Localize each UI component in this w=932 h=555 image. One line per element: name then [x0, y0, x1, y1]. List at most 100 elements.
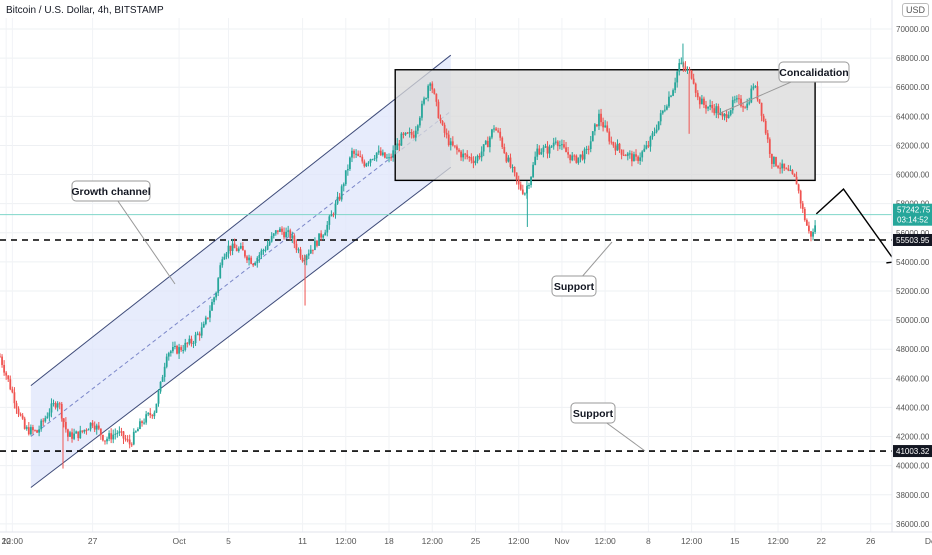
candle-body [287, 230, 290, 232]
candle-body [495, 128, 497, 131]
candle-body [626, 153, 629, 156]
candle-body [320, 233, 322, 238]
candle-body [324, 232, 327, 236]
support-label-2-box[interactable] [570, 402, 616, 424]
candle-body [367, 162, 370, 164]
candle-body [198, 333, 201, 336]
candle-body [616, 143, 619, 151]
candle-body [79, 430, 82, 439]
candle-body [301, 257, 304, 262]
candle-body [81, 430, 84, 432]
candle-body [773, 157, 775, 164]
candle-body [196, 333, 199, 335]
candle-body [250, 257, 253, 264]
candle-body [114, 433, 117, 435]
candle-body [703, 98, 705, 105]
candle-body [408, 131, 411, 134]
growth-channel-lower-line[interactable] [30, 166, 452, 488]
candle-body [528, 185, 530, 187]
growth-channel-upper-line[interactable] [30, 54, 452, 386]
candle-body [225, 253, 228, 257]
candle-body [641, 151, 644, 158]
candle-body [110, 433, 113, 440]
candle-body [355, 153, 357, 155]
candle-body [573, 155, 576, 157]
candle-body [104, 440, 106, 442]
candle-body [223, 256, 226, 260]
candle-body [561, 144, 563, 146]
support-price-badge-1 [893, 233, 932, 246]
candle-body [775, 157, 777, 166]
candle-body [71, 432, 73, 439]
time-tick-label: 12:00 [508, 536, 530, 546]
candle-body [688, 69, 691, 71]
candle-body [762, 115, 765, 122]
candle-body [546, 146, 549, 154]
candle-body [781, 163, 784, 169]
candle-body [445, 132, 448, 135]
candle-body [659, 113, 662, 122]
candle-body [95, 425, 98, 430]
projection-arrow[interactable] [815, 188, 896, 263]
candle-body [390, 157, 392, 159]
candle-body [766, 133, 769, 140]
candle-body [211, 302, 213, 311]
candle-body [779, 167, 782, 169]
candle-body [744, 107, 747, 109]
candle-body [661, 110, 664, 114]
time-tick-label: 12:00 [422, 536, 444, 546]
candle-body [1, 356, 3, 365]
candle-body [756, 86, 759, 100]
candle-body [172, 347, 174, 352]
growth-channel-label-pointer [110, 190, 176, 285]
time-tick-label: 22 [817, 536, 827, 546]
candle-body [3, 364, 6, 373]
candle-body [429, 83, 432, 86]
candle-body [246, 256, 248, 261]
candle-body [571, 155, 574, 161]
candle-body [810, 231, 812, 237]
concalidation-label-box[interactable] [778, 61, 850, 83]
price-tick-label: 54000.00 [896, 258, 930, 267]
candle-body [221, 259, 224, 266]
currency-button[interactable]: USD [902, 3, 930, 17]
candle-body [678, 63, 681, 72]
candle-body [342, 184, 345, 187]
candle-body [295, 243, 298, 250]
time-tick-label: 18 [384, 536, 394, 546]
candle-body [544, 146, 547, 148]
candle-body [523, 193, 526, 195]
time-tick-label: 12:00 [767, 536, 789, 546]
candle-body [272, 233, 275, 236]
candle-body [676, 71, 679, 83]
candle-body [194, 334, 197, 344]
candle-body [274, 230, 277, 234]
candle-body [375, 152, 378, 159]
candle-body [297, 249, 300, 251]
time-tick-label: 12:00 [681, 536, 703, 546]
time-tick-label: Dec [925, 536, 932, 546]
candle-body [521, 189, 524, 194]
candle-body [256, 257, 259, 264]
candle-body [209, 310, 211, 318]
candle-body [17, 408, 20, 415]
candle-body [192, 343, 195, 345]
price-tick-label: 42000.00 [896, 433, 930, 442]
growth-channel-label-box[interactable] [71, 180, 151, 202]
candle-body [293, 235, 296, 244]
candle-body [754, 86, 757, 88]
support-label-1-box[interactable] [551, 275, 597, 297]
candle-body [318, 233, 320, 246]
candle-body [5, 372, 8, 376]
candle-body [13, 392, 16, 404]
time-tick-label: 12:00 [2, 536, 24, 546]
candle-body [672, 90, 674, 96]
candle-body [550, 146, 553, 148]
candle-body [139, 421, 141, 430]
candle-body [554, 141, 557, 143]
candle-body [126, 439, 129, 441]
candle-body [727, 114, 730, 118]
candle-body [353, 150, 355, 154]
candle-body [464, 153, 467, 155]
